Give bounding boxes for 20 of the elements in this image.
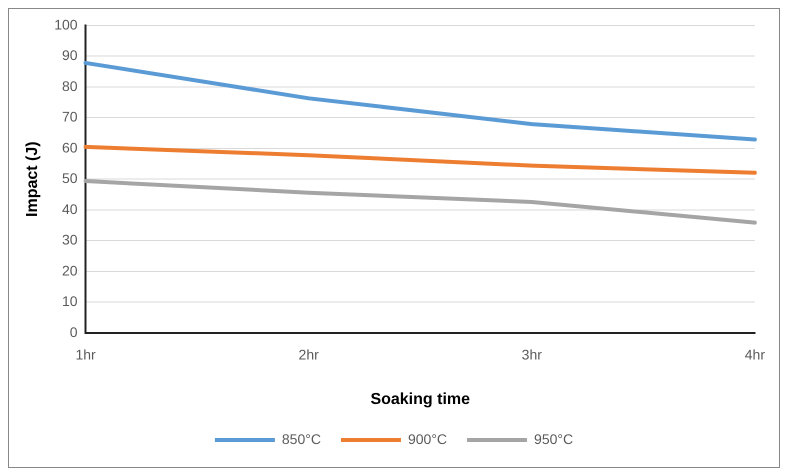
x-axis-title: Soaking time	[370, 390, 470, 408]
x-tick-label: 1hr	[75, 346, 96, 362]
y-tick-label: 30	[62, 232, 78, 248]
legend-label: 950°C	[534, 430, 574, 447]
legend-label: 850°C	[282, 430, 321, 447]
y-tick-label: 70	[62, 108, 78, 125]
y-tick-label: 20	[62, 262, 78, 278]
x-tick-label: 3hr	[522, 346, 542, 362]
y-tick-label: 60	[62, 139, 78, 156]
y-tick-label: 0	[70, 324, 78, 340]
y-axis-title: Impact (J)	[24, 141, 42, 217]
x-tick-label: 2hr	[298, 346, 320, 362]
y-tick-label: 100	[54, 16, 78, 32]
legend-label: 900°C	[408, 430, 448, 447]
y-tick-label: 10	[62, 293, 78, 310]
x-tick-label: 4hr	[744, 346, 766, 362]
y-tick-label: 50	[62, 170, 78, 186]
y-tick-label: 80	[62, 78, 78, 94]
y-tick-label: 90	[62, 47, 78, 64]
y-tick-label: 40	[62, 200, 78, 217]
